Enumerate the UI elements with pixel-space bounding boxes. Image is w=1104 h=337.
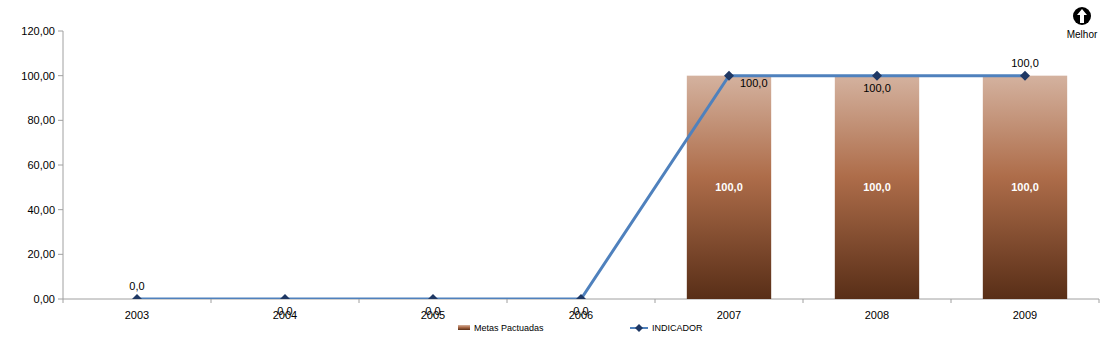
y-tick-label: 120,00	[21, 25, 55, 37]
x-tick	[507, 299, 508, 303]
chart: 0,00 20,00 40,00 60,00 80,00 100,00 120,00 2003…	[0, 0, 1104, 337]
marker	[724, 71, 734, 81]
bar	[983, 76, 1067, 299]
y-tick-label: 20,00	[27, 248, 55, 260]
marker	[280, 294, 290, 299]
y-tick	[58, 31, 63, 32]
y-tick	[58, 165, 63, 166]
line-label: 0,0	[129, 280, 144, 292]
bar	[835, 76, 919, 299]
x-tick	[63, 299, 64, 303]
legend-label: Metas Pactuadas	[474, 323, 544, 333]
bar-label: 100,0	[715, 181, 743, 193]
y-tick-label: 100,00	[21, 70, 55, 82]
marker	[428, 294, 438, 299]
x-tick-label: 2007	[717, 309, 741, 321]
y-tick-label: 0,00	[34, 293, 55, 305]
marker	[576, 294, 586, 299]
y-tick-label: 60,00	[27, 159, 55, 171]
line-label: 0,0	[425, 305, 440, 317]
x-tick	[211, 299, 212, 303]
marker	[872, 71, 882, 81]
line-label: 0,0	[573, 305, 588, 317]
y-tick-label: 80,00	[27, 114, 55, 126]
line-label: 100,0	[1011, 57, 1039, 69]
annotation: Melhor	[1067, 29, 1098, 40]
line-label: 100,0	[863, 82, 891, 94]
line-label: 0,0	[277, 305, 292, 317]
y-tick	[58, 120, 63, 121]
y-tick	[58, 254, 63, 255]
plot-marks	[132, 71, 1067, 299]
x-tick-label: 2003	[125, 309, 149, 321]
legend: Metas Pactuadas INDICADOR	[458, 323, 703, 333]
legend-swatch	[458, 325, 470, 330]
x-tick-label: 2009	[1013, 309, 1037, 321]
line-label: 100,0	[740, 77, 768, 89]
data-labels: 100,0 100,0 100,0 0,0 0,0 0,0 0,0 100,0 100,0 100…	[129, 57, 1038, 317]
bar-label: 100,0	[1011, 181, 1039, 193]
x-tick	[803, 299, 804, 303]
y-tick	[58, 299, 63, 300]
legend-marker	[635, 324, 643, 332]
line	[137, 76, 1025, 299]
bar-label: 100,0	[863, 181, 891, 193]
bar	[687, 76, 771, 299]
x-tick	[655, 299, 656, 303]
x-tick	[359, 299, 360, 303]
marker	[132, 294, 142, 299]
marker	[1020, 71, 1030, 81]
x-tick	[951, 299, 952, 303]
y-tick	[58, 209, 63, 210]
y-tick	[58, 75, 63, 76]
x-tick	[1099, 299, 1100, 303]
better-direction-icon	[1073, 7, 1091, 25]
legend-label: INDICADOR	[652, 323, 703, 333]
x-tick-label: 2008	[865, 309, 889, 321]
y-tick-label: 40,00	[27, 204, 55, 216]
